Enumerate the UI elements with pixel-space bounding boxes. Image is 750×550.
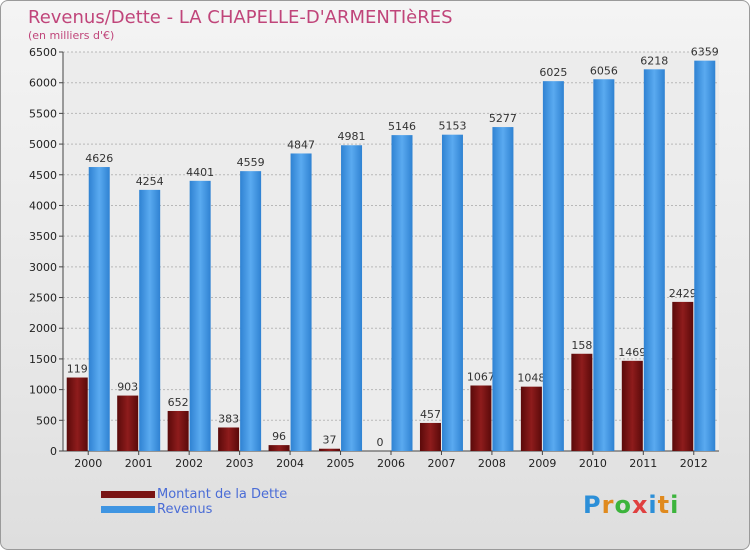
bar-dette [520,386,542,451]
bar-dette [470,385,492,451]
legend-label-dette: Montant de la Dette [157,487,288,502]
y-tick-label: 1000 [29,384,57,397]
value-label-revenus: 6218 [640,54,668,67]
value-label-revenus: 5153 [438,120,466,133]
bar-dette [218,427,240,451]
x-tick-label: 2011 [629,457,657,470]
value-label-revenus: 5146 [388,120,416,133]
bar-revenus [542,81,564,452]
value-label-revenus: 4254 [136,175,164,188]
bar-revenus [290,153,312,452]
x-tick-label: 2000 [74,457,102,470]
x-tick-label: 2002 [175,457,203,470]
chart-title: Revenus/Dette - LA CHAPELLE-D'ARMENTIèRE… [28,7,453,28]
value-label-revenus: 4981 [338,130,366,143]
logo-letter: r [601,491,615,519]
bar-revenus [88,167,110,451]
x-tick-label: 2008 [478,457,506,470]
bar-dette [268,445,290,451]
y-tick-label: 3500 [29,230,57,243]
y-tick-label: 4500 [29,169,57,182]
bar-dette [571,353,593,451]
y-tick-label: 6000 [29,77,57,90]
value-label-dette: 96 [272,430,286,443]
value-label-revenus: 6025 [539,66,567,79]
value-label-dette: 383 [218,412,239,425]
chart-subtitle: (en milliers d'€) [28,29,115,42]
y-tick-label: 500 [36,414,57,427]
y-tick-label: 1500 [29,353,57,366]
y-tick-label: 0 [50,445,57,458]
bar-revenus [139,189,161,451]
bar-dette [167,410,189,451]
proxiti-logo: Proxiti [583,491,679,519]
x-tick-label: 2012 [680,457,708,470]
value-label-dette: 652 [168,396,189,409]
legend-label-revenus: Revenus [157,502,213,517]
bar-revenus [694,60,716,451]
x-tick-label: 2006 [377,457,405,470]
y-tick-label: 4000 [29,199,57,212]
value-label-revenus: 6359 [691,46,719,59]
bar-revenus [240,171,262,452]
bar-dette [319,448,341,451]
y-tick-label: 5500 [29,107,57,120]
legend: Montant de la Dette Revenus [101,487,287,517]
legend-swatch-dette [101,491,155,498]
bar-dette [672,301,694,451]
x-tick-label: 2004 [276,457,304,470]
value-label-dette: 457 [420,408,441,421]
logo-letter: i [648,491,658,519]
bar-dette [117,395,139,451]
x-tick-label: 2001 [125,457,153,470]
x-tick-label: 2003 [226,457,254,470]
bar-revenus [391,135,413,451]
bar-dette [419,422,441,451]
legend-item-revenus: Revenus [101,502,287,517]
x-tick-label: 2007 [427,457,455,470]
logo-letter: t [657,491,671,519]
value-label-dette: 1067 [467,371,495,384]
value-label-revenus: 5277 [489,112,517,125]
value-label-revenus: 4401 [186,166,214,179]
x-tick-label: 2009 [528,457,556,470]
y-tick-label: 2000 [29,322,57,335]
legend-item-dette: Montant de la Dette [101,487,287,502]
bar-dette [621,360,643,451]
value-label-revenus: 6056 [590,64,618,77]
value-label-dette: 0 [377,436,384,449]
x-tick-label: 2010 [579,457,607,470]
legend-swatch-revenus [101,506,155,513]
bar-revenus [341,145,363,451]
y-tick-label: 3000 [29,261,57,274]
value-label-dette: 37 [323,434,337,447]
value-label-dette: 1469 [618,346,646,359]
value-label-dette: 158 [571,339,592,352]
bar-revenus [441,134,463,452]
value-label-revenus: 4626 [85,152,113,165]
value-label-dette: 1048 [517,372,545,385]
bar-revenus [593,79,615,452]
x-tick-label: 2005 [327,457,355,470]
value-label-dette: 903 [117,381,138,394]
bar-dette [66,377,88,451]
value-label-revenus: 4559 [237,156,265,169]
logo-letter: P [583,491,602,519]
bar-revenus [189,180,211,451]
bar-revenus [643,69,665,452]
bar-revenus [492,127,514,451]
y-tick-label: 6500 [29,46,57,59]
y-tick-label: 5000 [29,138,57,151]
logo-letter: i [670,491,680,519]
logo-letter: x [631,491,649,519]
value-label-dette: 119 [67,363,88,376]
plot-area [63,52,719,451]
logo-letter: o [614,491,632,519]
value-label-dette: 2429 [669,287,697,300]
y-tick-label: 2500 [29,292,57,305]
value-label-revenus: 4847 [287,138,315,151]
